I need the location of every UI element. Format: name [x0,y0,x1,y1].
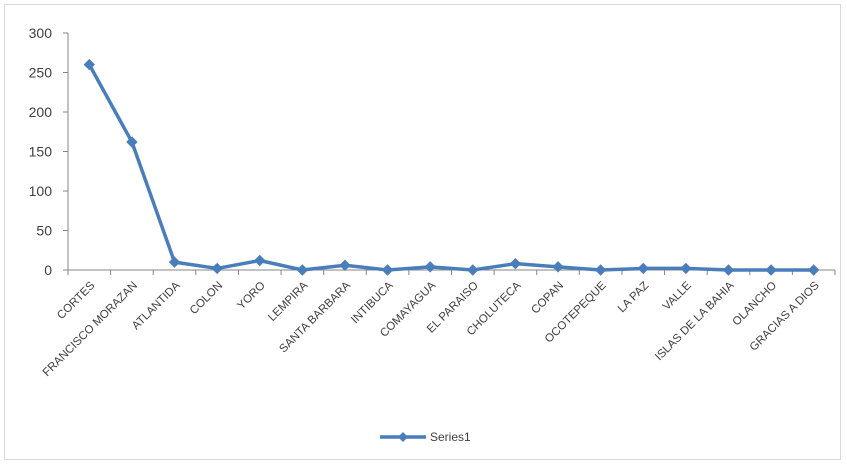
legend-marker [398,432,408,442]
x-tick-label: CORTES [55,279,97,321]
series-line [89,65,813,270]
x-tick-label: LA PAZ [616,280,651,315]
data-point [510,259,520,269]
y-tick-label: 0 [44,262,52,278]
data-point [255,256,265,266]
data-point [383,265,393,275]
x-tick-label: SANTA BARBARA [277,279,353,355]
y-tick-label: 200 [29,104,53,120]
y-tick-label: 300 [29,25,53,41]
data-point [681,263,691,273]
legend-label: Series1 [430,430,471,444]
data-point [596,265,606,275]
data-point [809,265,819,275]
data-point [297,265,307,275]
x-tick-label: VALLE [661,279,694,312]
data-point [340,260,350,270]
y-tick-label: 50 [36,223,52,239]
x-tick-label: ISLAS DE LA BAHIA [653,279,737,363]
x-tick-label: YORO [235,280,267,312]
data-point [638,263,648,273]
x-tick-label: COLON [188,280,225,317]
data-point [212,263,222,273]
x-tick-label: COPAN [529,280,566,317]
x-tick-label: LEMPIRA [266,279,310,323]
data-point [170,257,180,267]
x-tick-label: INTIBUCA [349,279,396,326]
y-tick-label: 100 [29,183,53,199]
y-tick-label: 250 [29,65,53,81]
data-point [468,265,478,275]
data-point [723,265,733,275]
y-tick-label: 150 [29,144,53,160]
data-point [766,265,776,275]
